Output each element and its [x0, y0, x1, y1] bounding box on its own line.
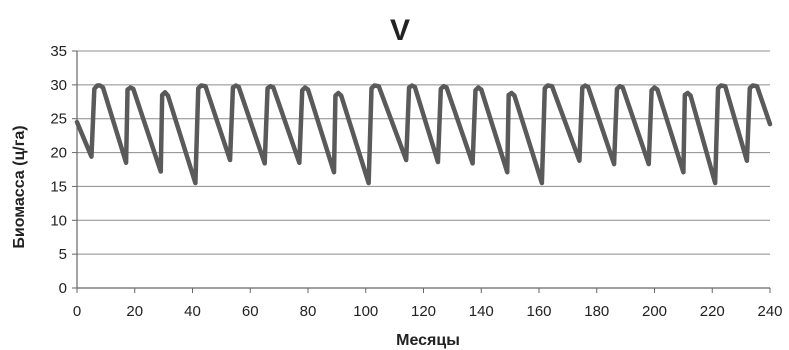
- x-tick-label-220: 220: [700, 303, 725, 320]
- x-tick-label-60: 60: [242, 303, 259, 320]
- y-tick-label-10: 10: [50, 212, 67, 229]
- x-tick-label-20: 20: [126, 303, 143, 320]
- x-axis-title: Месяцы: [396, 332, 460, 349]
- series-layer: [74, 83, 773, 186]
- y-tick-label-0: 0: [59, 280, 67, 297]
- x-tick-labels: 0 20 40 60 80 100 120 140 160 180 200 220 240: [73, 303, 783, 320]
- y-tick-label-30: 30: [50, 77, 67, 94]
- y-tick-label-5: 5: [59, 246, 67, 263]
- x-tick-label-80: 80: [300, 303, 317, 320]
- grid-lines: [77, 50, 770, 255]
- y-tick-labels: 0 5 10 15 20 25 30 35: [50, 43, 67, 297]
- x-tick-label-120: 120: [411, 303, 436, 320]
- chart-title: V: [390, 14, 410, 47]
- x-tick-label-40: 40: [184, 303, 201, 320]
- series-line-1: [74, 83, 773, 186]
- y-axis-title: Биомасса (ц/га): [11, 125, 28, 248]
- y-tick-label-15: 15: [50, 178, 67, 195]
- x-tick-label-200: 200: [642, 303, 667, 320]
- x-tick-label-140: 140: [469, 303, 494, 320]
- x-tick-label-160: 160: [526, 303, 551, 320]
- x-tick-label-240: 240: [757, 303, 782, 320]
- x-tick-label-100: 100: [353, 303, 378, 320]
- y-tick-label-25: 25: [50, 111, 67, 128]
- axes: [72, 50, 771, 293]
- y-tick-label-35: 35: [50, 43, 67, 60]
- x-tick-label-180: 180: [584, 303, 609, 320]
- y-tick-label-20: 20: [50, 145, 67, 162]
- x-tick-label-0: 0: [73, 303, 81, 320]
